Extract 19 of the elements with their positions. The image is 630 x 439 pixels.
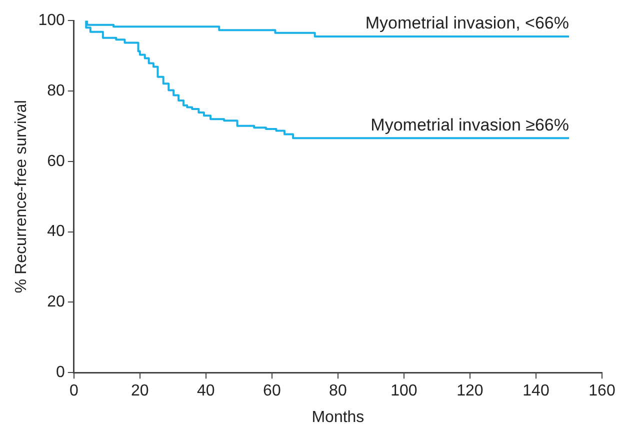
x-tick-label: 20: [131, 382, 149, 400]
x-tick-label: 120: [456, 382, 484, 400]
y-tick-label: 80: [47, 82, 65, 100]
x-tick-label: 160: [588, 382, 616, 400]
y-tick-label: 100: [38, 12, 65, 30]
y-tick-label: 60: [47, 152, 65, 170]
y-tick-label: 0: [56, 364, 65, 382]
x-axis-title: Months: [312, 408, 364, 426]
x-tick-label: 40: [197, 382, 215, 400]
x-tick-label: 80: [329, 382, 347, 400]
y-tick-label: 40: [47, 223, 65, 240]
x-tick-label: 140: [522, 382, 550, 400]
x-tick-label: 60: [263, 382, 281, 400]
series-label: Myometrial invasion ≥66%: [370, 115, 569, 134]
x-tick-label: 100: [390, 382, 418, 400]
y-axis-title: % Recurrence-free survival: [13, 100, 30, 294]
x-tick-label: 0: [69, 382, 78, 400]
series-label: Myometrial invasion, <66%: [365, 14, 569, 33]
y-tick-label: 20: [47, 294, 65, 311]
